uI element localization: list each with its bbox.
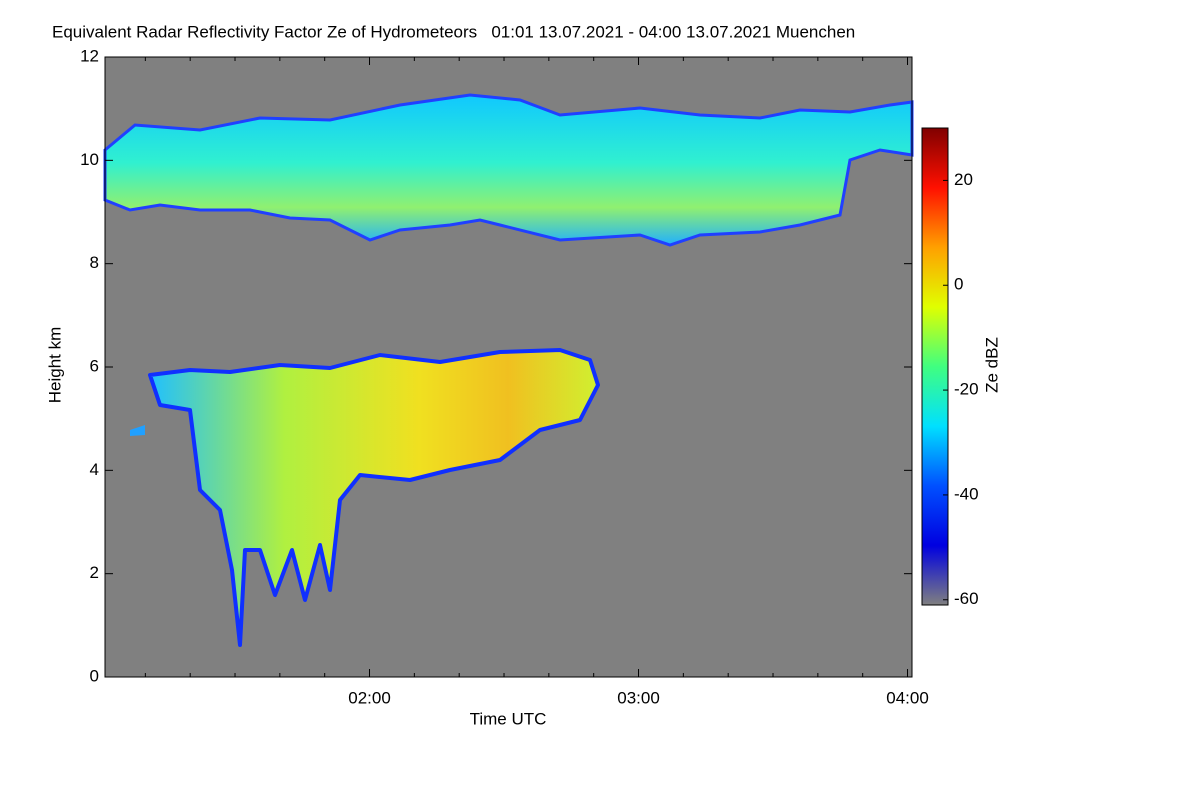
echo-field [103, 93, 914, 647]
colorbar-tick-label: -60 [954, 589, 979, 608]
y-tick-label: 6 [90, 356, 99, 375]
y-tick-label: 4 [90, 460, 99, 479]
y-tick-label: 8 [90, 253, 99, 272]
y-tick-label: 2 [90, 563, 99, 582]
colorbar-tick-label: -20 [954, 380, 979, 399]
x-tick-label: 04:00 [886, 688, 929, 707]
y-tick-label: 12 [80, 46, 99, 65]
colorbar-tick-label: 20 [954, 170, 973, 189]
colorbar [921, 127, 949, 606]
cloud-fragment [130, 425, 145, 436]
x-tick-label: 02:00 [348, 688, 391, 707]
colorbar-tick-label: 0 [954, 275, 963, 294]
x-axis-label: Time UTC [470, 709, 547, 728]
chart-title: Equivalent Radar Reflectivity Factor Ze … [52, 22, 855, 41]
cloud-upper [103, 93, 914, 247]
colorbar-label: Ze dBZ [982, 337, 1001, 393]
y-axis-label: Height km [45, 327, 64, 404]
x-tick-label: 03:00 [617, 688, 660, 707]
y-tick-label: 10 [80, 150, 99, 169]
cloud-lower [148, 348, 600, 647]
y-tick-label: 0 [90, 666, 99, 685]
colorbar-tick-label: -40 [954, 484, 979, 503]
